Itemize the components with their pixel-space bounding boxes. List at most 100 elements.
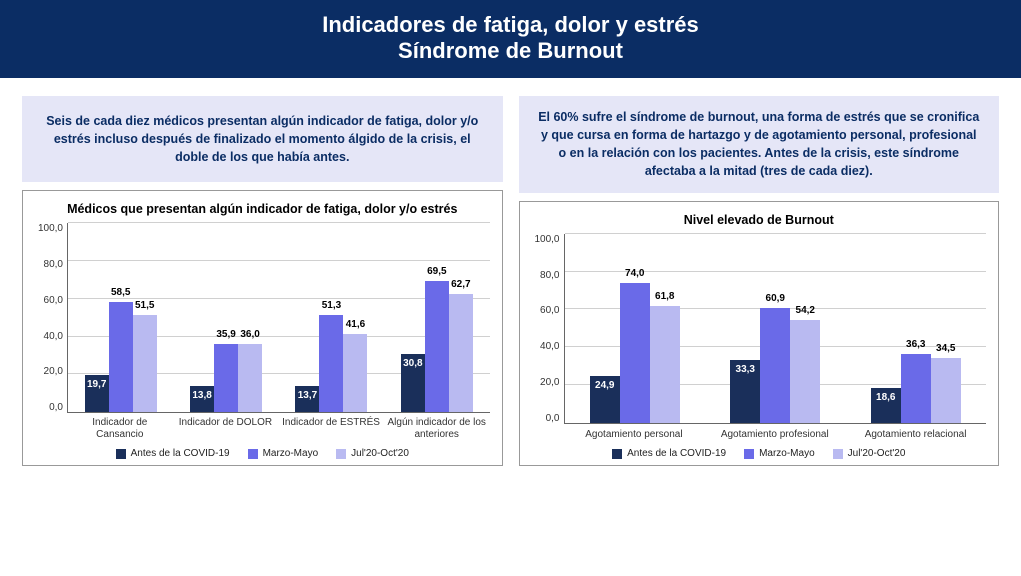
bar: 18,6 <box>871 388 901 423</box>
header-title-line2: Síndrome de Burnout <box>0 38 1021 64</box>
legend-swatch <box>612 449 622 459</box>
category-label: Agotamiento personal <box>564 429 705 441</box>
bar-group: 24,974,061,8 <box>565 234 706 423</box>
chart-title: Nivel elevado de Burnout <box>532 212 987 228</box>
bar: 34,5 <box>931 358 961 423</box>
legend-swatch <box>116 449 126 459</box>
bar-value-label: 24,9 <box>595 380 614 391</box>
bar: 58,5 <box>109 302 133 413</box>
chart-frame: Médicos que presentan algún indicador de… <box>22 190 503 466</box>
bar-value-label: 33,3 <box>736 364 755 375</box>
legend-item: Marzo-Mayo <box>744 448 815 459</box>
chart-frame: Nivel elevado de Burnout100,080,060,040,… <box>519 201 1000 467</box>
legend-item: Jul'20-Oct'20 <box>833 448 906 459</box>
bar-value-label: 58,5 <box>111 287 130 298</box>
bar: 24,9 <box>590 376 620 423</box>
legend-swatch <box>248 449 258 459</box>
bar-value-label: 34,5 <box>936 343 955 354</box>
bar: 36,0 <box>238 344 262 412</box>
y-tick-label: 40,0 <box>35 331 63 342</box>
category-label: Indicador de Cansancio <box>67 417 173 440</box>
bar-value-label: 69,5 <box>427 266 446 277</box>
legend-item: Jul'20-Oct'20 <box>336 448 409 459</box>
bar-group: 18,636,334,5 <box>846 234 987 423</box>
legend-label: Jul'20-Oct'20 <box>848 448 906 459</box>
legend-label: Marzo-Mayo <box>759 448 815 459</box>
legend-item: Marzo-Mayo <box>248 448 319 459</box>
y-tick-label: 80,0 <box>35 259 63 270</box>
bar: 51,3 <box>319 315 343 412</box>
y-tick-label: 20,0 <box>532 377 560 388</box>
legend-label: Antes de la COVID-19 <box>627 448 726 459</box>
bar: 41,6 <box>343 334 367 413</box>
legend-item: Antes de la COVID-19 <box>612 448 726 459</box>
category-label: Agotamiento relacional <box>845 429 986 441</box>
y-tick-label: 0,0 <box>35 402 63 413</box>
legend-label: Antes de la COVID-19 <box>131 448 230 459</box>
bar-value-label: 18,6 <box>876 392 895 403</box>
description-box: El 60% sufre el síndrome de burnout, una… <box>519 96 1000 193</box>
legend-label: Jul'20-Oct'20 <box>351 448 409 459</box>
y-tick-label: 80,0 <box>532 270 560 281</box>
bar-value-label: 51,3 <box>322 300 341 311</box>
bar-group: 13,751,341,6 <box>279 223 384 412</box>
bar-value-label: 13,8 <box>192 390 211 401</box>
y-tick-label: 60,0 <box>532 305 560 316</box>
bar-value-label: 54,2 <box>796 305 815 316</box>
column-1: El 60% sufre el síndrome de burnout, una… <box>519 96 1000 466</box>
chart-grid: 24,974,061,833,360,954,218,636,334,5 <box>564 234 987 424</box>
bar-group: 33,360,954,2 <box>705 234 846 423</box>
column-0: Seis de cada diez médicos presentan algú… <box>22 96 503 466</box>
bar-value-label: 19,7 <box>87 379 106 390</box>
bar-value-label: 13,7 <box>298 390 317 401</box>
bar: 69,5 <box>425 281 449 412</box>
bar: 30,8 <box>401 354 425 412</box>
bar: 54,2 <box>790 320 820 422</box>
bar-value-label: 60,9 <box>766 293 785 304</box>
bar-value-label: 51,5 <box>135 300 154 311</box>
legend-item: Antes de la COVID-19 <box>116 448 230 459</box>
bar: 61,8 <box>650 306 680 423</box>
y-axis: 100,080,060,040,020,00,0 <box>35 223 67 413</box>
bar-group: 30,869,562,7 <box>384 223 489 412</box>
bar-value-label: 62,7 <box>451 279 470 290</box>
y-tick-label: 100,0 <box>35 223 63 234</box>
bar-group: 19,758,551,5 <box>68 223 173 412</box>
page-header: Indicadores de fatiga, dolor y estrés Sí… <box>0 0 1021 78</box>
description-box: Seis de cada diez médicos presentan algú… <box>22 96 503 182</box>
y-tick-label: 0,0 <box>532 413 560 424</box>
legend-label: Marzo-Mayo <box>263 448 319 459</box>
plot-area: 100,080,060,040,020,00,019,758,551,513,8… <box>35 223 490 413</box>
bar-value-label: 36,3 <box>906 339 925 350</box>
bar-group: 13,835,936,0 <box>173 223 278 412</box>
category-label: Algún indicador de los anteriores <box>384 417 490 440</box>
category-row: Indicador de CansancioIndicador de DOLOR… <box>67 417 490 440</box>
chart-legend: Antes de la COVID-19 Marzo-Mayo Jul'20-Oct… <box>532 448 987 459</box>
bar-value-label: 36,0 <box>240 329 259 340</box>
bar: 62,7 <box>449 294 473 413</box>
bar: 35,9 <box>214 344 238 412</box>
bar: 60,9 <box>760 308 790 423</box>
legend-swatch <box>744 449 754 459</box>
header-title-line1: Indicadores de fatiga, dolor y estrés <box>0 12 1021 38</box>
bar: 19,7 <box>85 375 109 412</box>
bar-value-label: 61,8 <box>655 291 674 302</box>
y-tick-label: 100,0 <box>532 234 560 245</box>
bar: 74,0 <box>620 283 650 423</box>
chart-title: Médicos que presentan algún indicador de… <box>35 201 490 217</box>
legend-swatch <box>336 449 346 459</box>
bar-value-label: 30,8 <box>403 358 422 369</box>
y-tick-label: 20,0 <box>35 366 63 377</box>
bar: 13,8 <box>190 386 214 412</box>
category-row: Agotamiento personalAgotamiento profesio… <box>564 429 987 441</box>
bar-value-label: 35,9 <box>216 329 235 340</box>
bar-value-label: 74,0 <box>625 268 644 279</box>
bars-row: 19,758,551,513,835,936,013,751,341,630,8… <box>68 223 490 412</box>
y-axis: 100,080,060,040,020,00,0 <box>532 234 564 424</box>
bars-row: 24,974,061,833,360,954,218,636,334,5 <box>565 234 987 423</box>
bar: 36,3 <box>901 354 931 423</box>
bar: 13,7 <box>295 386 319 412</box>
bar-value-label: 41,6 <box>346 319 365 330</box>
bar: 51,5 <box>133 315 157 412</box>
plot-area: 100,080,060,040,020,00,024,974,061,833,3… <box>532 234 987 425</box>
